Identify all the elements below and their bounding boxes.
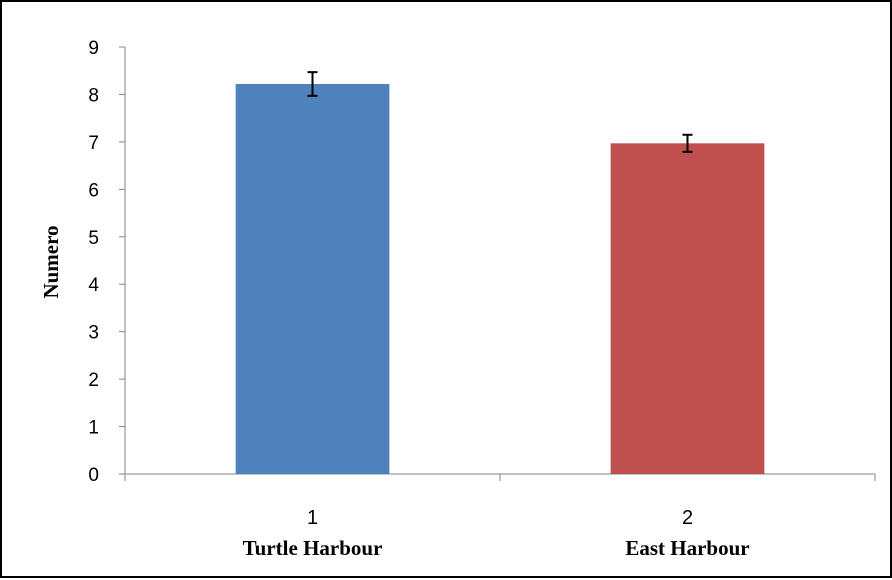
bar <box>610 143 765 474</box>
bar <box>235 84 390 475</box>
y-tick-label: 2 <box>88 370 99 391</box>
x-tick-label: 2 <box>682 507 693 529</box>
error-bar <box>307 71 318 97</box>
y-tick-label: 5 <box>88 228 99 249</box>
x-category-name: Turtle Harbour <box>243 536 383 560</box>
y-axis: 0 1 2 3 4 5 6 7 8 9 <box>88 38 126 486</box>
x-category-name: East Harbour <box>625 536 749 560</box>
category-labels: 1 Turtle Harbour 2 East Harbour <box>243 507 750 560</box>
error-bar <box>682 133 693 153</box>
y-axis-title: Numero <box>39 225 63 298</box>
error-bars <box>307 71 693 153</box>
x-tick-label: 1 <box>307 507 318 529</box>
y-tick-label: 8 <box>88 85 99 106</box>
y-tick-label: 1 <box>88 418 99 439</box>
y-tick-label: 4 <box>88 275 99 296</box>
y-tick-label: 3 <box>88 323 99 344</box>
y-tick-label: 9 <box>88 38 99 59</box>
y-tick-label: 6 <box>88 180 99 201</box>
x-axis <box>124 473 876 481</box>
y-tick-label: 7 <box>88 133 99 154</box>
y-tick-label: 0 <box>88 465 99 486</box>
bars <box>235 84 765 475</box>
